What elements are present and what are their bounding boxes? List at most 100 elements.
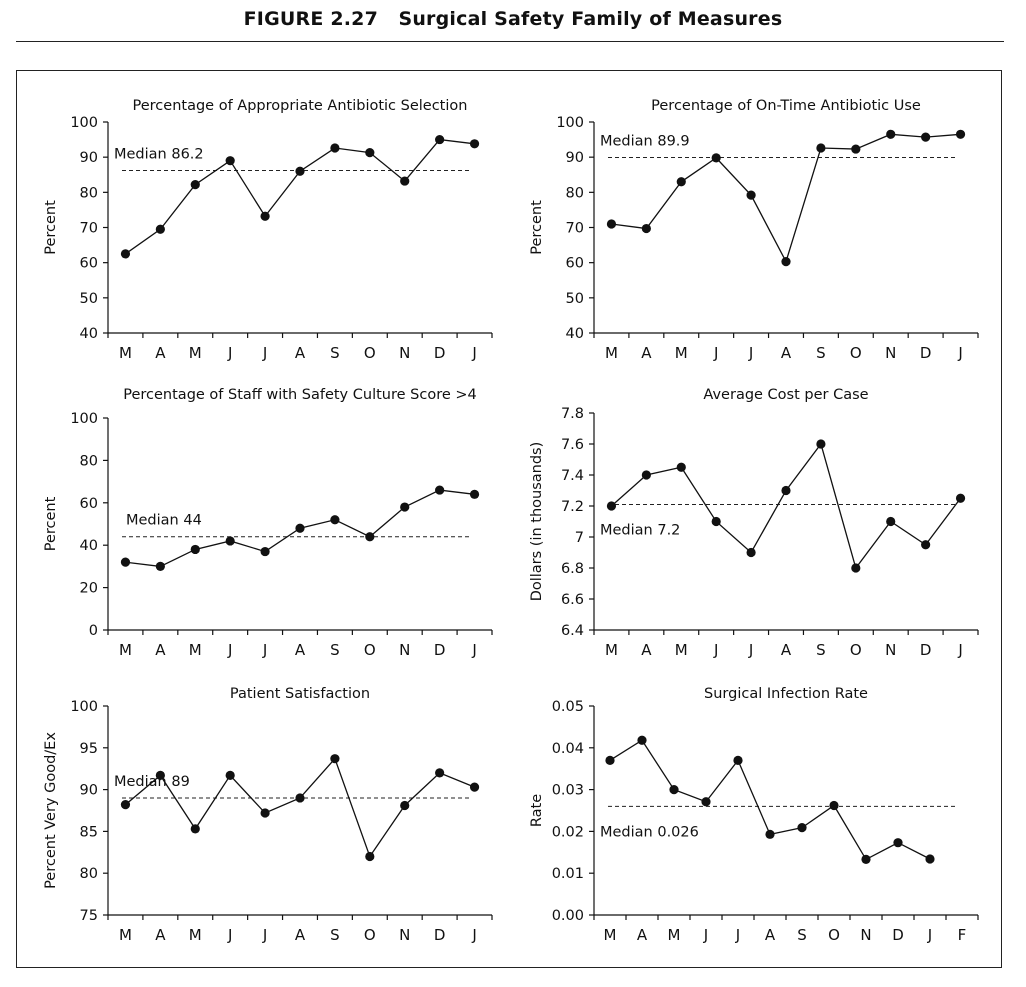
x-tick-label: J <box>262 344 267 362</box>
y-tick-label: 100 <box>70 699 98 715</box>
data-point <box>400 800 410 811</box>
data-point <box>851 563 861 573</box>
data-point <box>816 143 826 153</box>
data-point <box>295 166 305 176</box>
data-point <box>330 754 340 764</box>
y-axis-label: Percent <box>529 200 545 255</box>
y-tick-label: 60 <box>80 496 98 512</box>
x-tick-label: S <box>330 344 340 362</box>
data-point <box>295 523 305 533</box>
y-tick-label: 50 <box>80 291 98 307</box>
x-tick-label: N <box>860 926 871 944</box>
y-tick-label: 90 <box>80 150 98 166</box>
data-point <box>365 851 375 862</box>
title-rule <box>16 41 1004 42</box>
data-point <box>225 156 235 166</box>
median-label: Median 44 <box>126 513 202 529</box>
x-tick-label: S <box>330 641 340 659</box>
x-tick-label: N <box>885 641 896 659</box>
x-tick-label: O <box>364 926 376 944</box>
data-point <box>851 144 861 154</box>
x-tick-label: S <box>330 926 340 944</box>
y-tick-label: 0 <box>89 623 98 639</box>
x-tick-label: A <box>295 926 306 944</box>
data-point <box>469 782 480 792</box>
x-tick-label: J <box>748 344 753 362</box>
x-tick-label: N <box>399 344 410 362</box>
x-tick-label: J <box>227 344 232 362</box>
chart-panel-4: Average Cost per Case Dollars (in thousan… <box>529 387 979 659</box>
x-tick-label: J <box>471 344 476 362</box>
x-tick-label: J <box>227 641 232 659</box>
x-tick-label: D <box>434 344 446 362</box>
y-tick-label: 100 <box>70 115 98 131</box>
y-axis-label: Dollars (in thousands) <box>529 442 545 602</box>
x-tick-label: A <box>641 641 652 659</box>
x-tick-label: A <box>637 926 648 944</box>
data-point <box>435 768 445 778</box>
x-tick-label: O <box>850 641 862 659</box>
chart-panel-6: Surgical Infection Rate Rate 0.00 0.01 0.02 0… <box>529 686 979 944</box>
data-point <box>330 515 340 525</box>
data-point <box>816 439 826 449</box>
data-point <box>365 147 375 158</box>
y-tick-label: 7.4 <box>561 468 584 484</box>
x-tick-label: M <box>605 641 618 659</box>
x-tick-label: M <box>119 641 132 659</box>
y-tick-label: 20 <box>80 581 98 597</box>
x-tick-label: D <box>434 926 446 944</box>
y-tick-label: 7.6 <box>561 437 584 453</box>
x-tick-label: J <box>927 926 932 944</box>
median-label: Median 7.2 <box>600 522 680 538</box>
data-point <box>225 536 235 546</box>
data-point <box>120 249 131 259</box>
data-point <box>190 179 200 190</box>
y-tick-label: 0.03 <box>552 783 584 799</box>
y-tick-label: 7 <box>575 530 584 546</box>
data-point <box>676 462 686 472</box>
x-tick-label: S <box>816 344 826 362</box>
x-tick-label: A <box>155 641 166 659</box>
x-tick-label: O <box>364 344 376 362</box>
data-point <box>711 516 721 527</box>
data-point <box>711 153 721 163</box>
data-point <box>893 838 903 848</box>
x-tick-label: F <box>958 926 967 944</box>
y-tick-label: 90 <box>566 150 584 166</box>
data-point <box>641 470 651 480</box>
data-point <box>921 132 931 142</box>
x-tick-label: M <box>675 344 688 362</box>
chart-title: Percentage of On-Time Antibiotic Use <box>651 98 921 114</box>
x-tick-label: D <box>892 926 904 944</box>
y-axis-label: Percent <box>43 496 59 551</box>
data-point <box>746 190 756 200</box>
x-tick-label: A <box>781 344 792 362</box>
data-point <box>886 129 896 139</box>
chart-panel-1: Percentage of Appropriate Antibiotic Sel… <box>43 98 493 362</box>
x-tick-label: J <box>748 641 753 659</box>
x-tick-label: M <box>604 926 617 944</box>
x-tick-label: J <box>262 926 267 944</box>
data-point <box>330 143 340 153</box>
data-point <box>260 808 270 818</box>
data-point <box>120 800 131 810</box>
data-point <box>861 854 871 865</box>
data-point <box>641 223 651 234</box>
x-tick-label: N <box>399 641 410 659</box>
data-point <box>676 177 686 187</box>
x-tick-label: A <box>781 641 792 659</box>
data-point <box>606 501 617 511</box>
x-tick-label: N <box>399 926 410 944</box>
data-point <box>925 854 935 864</box>
data-point <box>469 489 480 499</box>
x-tick-label: D <box>920 344 932 362</box>
chart-title: Percentage of Appropriate Antibiotic Sel… <box>133 98 468 114</box>
chart-title: Average Cost per Case <box>703 387 868 403</box>
chart-title: Percentage of Staff with Safety Culture … <box>123 387 477 403</box>
x-tick-label: A <box>765 926 776 944</box>
x-tick-label: M <box>605 344 618 362</box>
y-tick-label: 80 <box>80 866 98 882</box>
y-tick-label: 0.00 <box>552 908 584 924</box>
data-point <box>400 502 410 512</box>
x-tick-label: N <box>885 344 896 362</box>
